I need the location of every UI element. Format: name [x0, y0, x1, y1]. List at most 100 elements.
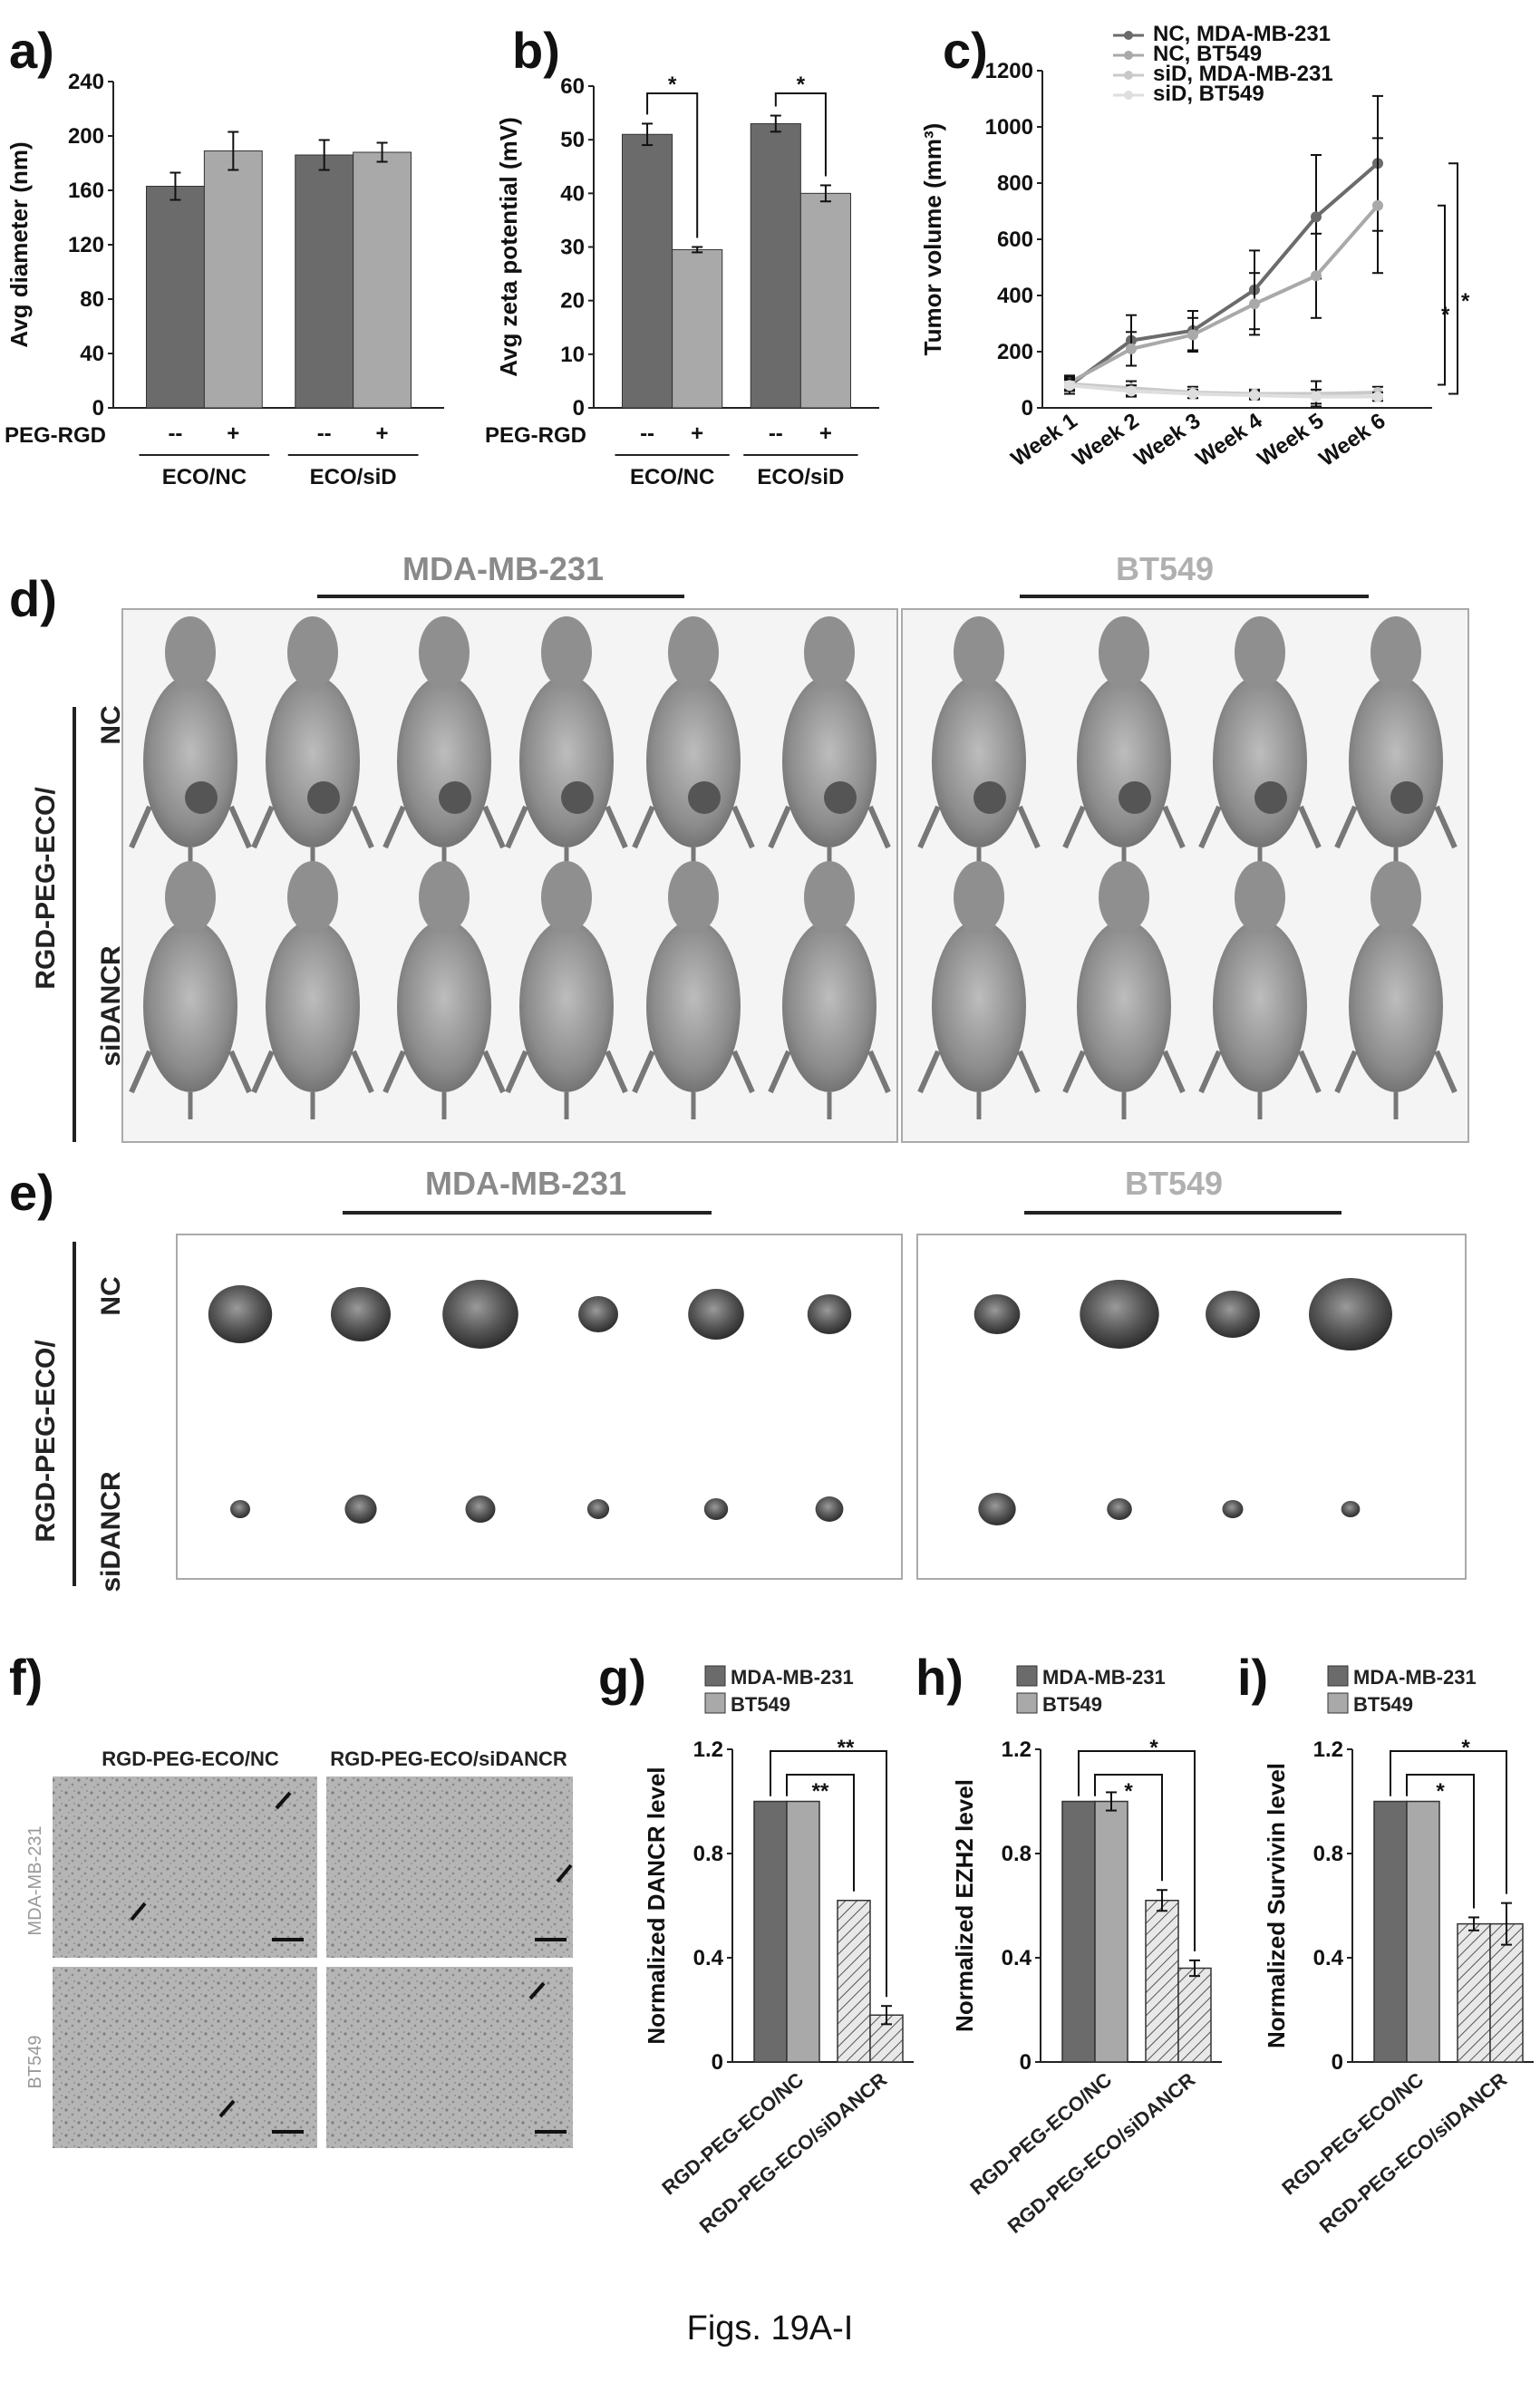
legend-label: MDA-MB-231 [731, 1666, 854, 1689]
data-point [1126, 343, 1137, 354]
legend-marker [1124, 71, 1133, 80]
mouse-body [646, 675, 741, 847]
mouse-body [519, 920, 614, 1092]
tumor-si [465, 1496, 496, 1523]
mouse-legs [1334, 1050, 1458, 1094]
mouse-body [1213, 675, 1307, 847]
mouse-body [932, 675, 1026, 847]
group-label: ECO/NC [162, 465, 247, 489]
scale-bars [272, 1938, 567, 2134]
y-tick-label: 0 [1020, 2050, 1032, 2075]
mouse [1062, 616, 1186, 875]
mouse-grid [129, 616, 1458, 1119]
legend-marker [1124, 51, 1133, 60]
tumor-nc [973, 1294, 1021, 1334]
tumor-nc [1309, 1278, 1392, 1350]
y-tick-label: 240 [68, 70, 104, 94]
sign-label: -- [769, 421, 783, 446]
significance-star: * [1124, 1779, 1133, 1804]
legend-label: MDA-MB-231 [1353, 1666, 1477, 1689]
mouse-head [1371, 616, 1421, 689]
data-point [1311, 211, 1322, 223]
mouse-body [266, 920, 360, 1092]
panel-letter-c: c) [943, 22, 988, 79]
bt-title-e: BT549 [1125, 1165, 1223, 1202]
data-point [1249, 390, 1260, 402]
mouse-body [397, 675, 491, 847]
significance-bracket [1094, 1774, 1163, 1882]
significance-bracket [774, 92, 827, 177]
panel-letter-g: g) [598, 1649, 646, 1706]
significance-star: * [1149, 1736, 1158, 1760]
tumor-spot [561, 781, 594, 814]
y-tick-label: 1200 [985, 59, 1033, 83]
mouse-head [165, 616, 216, 689]
bt-tumor-frame [916, 1234, 1467, 1580]
y-tick-label: 0 [1332, 2050, 1343, 2075]
chart-h: 0 0.4 0.8 1.2 Normalized EZH2 level RGD-PEG-E… [951, 1665, 1222, 2238]
y-axis-title: Normalized EZH2 level [951, 1779, 978, 2032]
y-tick-label: 0.8 [1002, 1842, 1032, 1866]
mda-tumor-frame [176, 1234, 903, 1580]
bar [1094, 1800, 1128, 2063]
mouse-legs [129, 1050, 252, 1094]
mouse [129, 861, 252, 1119]
tumor-grid [208, 1278, 1392, 1525]
panel-letter-b: b) [512, 22, 560, 79]
mouse-head [287, 616, 338, 689]
tumor-si [703, 1498, 729, 1520]
y-tick-label: 0.8 [693, 1842, 723, 1866]
tumor-spot [1390, 781, 1423, 814]
mouse-head [668, 861, 719, 934]
legend-swatch [704, 1692, 726, 1714]
mouse-head [541, 861, 592, 934]
y-axis-title: Normalized DANCR level [643, 1767, 670, 2044]
y-tick-label: 60 [560, 74, 585, 99]
panel-letter-e: e) [9, 1164, 54, 1221]
histology-bt-nc [53, 1967, 317, 2148]
mouse [505, 616, 628, 875]
bar [1489, 1922, 1524, 2063]
legend-label: BT549 [1042, 1693, 1102, 1716]
x-tick-label: Week 3 [1130, 409, 1206, 471]
tumor-si [1107, 1498, 1132, 1520]
mouse-head [419, 616, 470, 689]
y-tick-label: 160 [68, 179, 104, 203]
mouse-legs [917, 805, 1041, 849]
arrow-2 [130, 1902, 147, 1922]
chart-i: 0 0.4 0.8 1.2 Normalized Survivin level RGD-P… [1263, 1665, 1534, 2238]
mouse-legs [768, 1050, 891, 1094]
mouse-body [932, 920, 1026, 1092]
chart-b: 0 10 20 30 40 50 60 Avg zeta potential (mV) PEG-… [485, 73, 879, 489]
significance-bracket [770, 1750, 887, 1998]
y-tick-label: 800 [997, 171, 1033, 196]
mouse-body [646, 920, 741, 1092]
mouse [1334, 861, 1458, 1119]
y-tick-label: 10 [560, 343, 585, 367]
mouse [1334, 616, 1458, 875]
legend-swatch [1327, 1665, 1349, 1687]
significance-star: * [1461, 289, 1470, 314]
bar [1177, 1967, 1212, 2063]
tumor-photo-panel: MDA-MB-231 BT549 RGD-PEG-ECO/ siDANCR NC [31, 1165, 1467, 1592]
legend-label: BT549 [1353, 1693, 1413, 1716]
bar [786, 1800, 820, 2063]
group-label: ECO/siD [310, 465, 397, 489]
mouse-body [1349, 920, 1443, 1092]
x-tick-label: RGD-PEG-ECO/NC [965, 2068, 1116, 2200]
histology-panel: RGD-PEG-ECO/NC RGD-PEG-ECO/siDANCR MDA-M… [25, 1747, 573, 2148]
mouse-body [519, 675, 614, 847]
data-point [1126, 385, 1137, 397]
mouse-body [1077, 675, 1171, 847]
mouse-photo-panel: MDA-MB-231 BT549 RGD-PEG-ECO/ siDANCR NC [31, 550, 1469, 1143]
sign-label: -- [168, 421, 182, 446]
x-tick-label: Week 4 [1192, 408, 1267, 471]
x-tick-label: Week 2 [1069, 409, 1144, 471]
legend-marker [1124, 31, 1133, 40]
y-tick-label: 120 [68, 233, 104, 257]
bar [837, 1900, 871, 2063]
mouse-body [1349, 675, 1443, 847]
bar [1406, 1800, 1440, 2063]
significance-star: * [1461, 1736, 1470, 1760]
